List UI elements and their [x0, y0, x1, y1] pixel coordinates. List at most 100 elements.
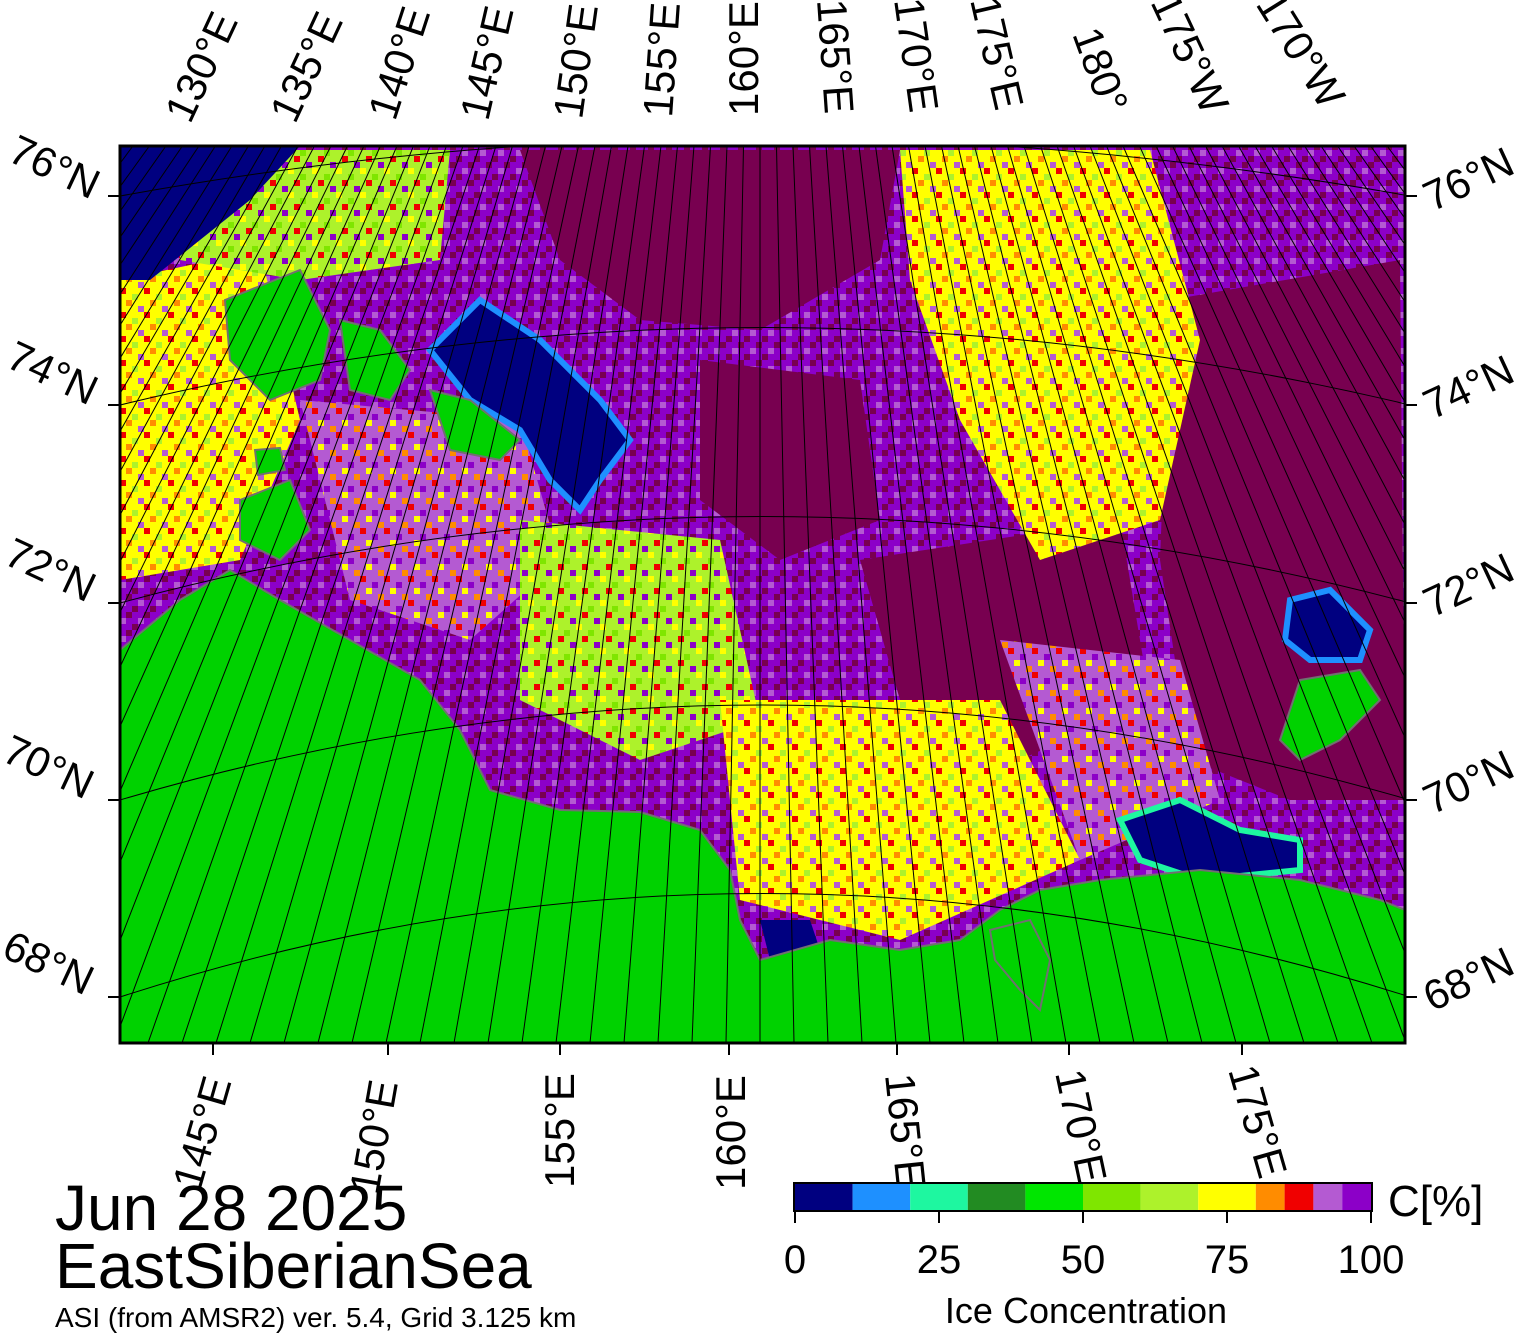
- meridian-line: [419, 146, 596, 1043]
- lon-label-top: 175°E: [961, 0, 1033, 114]
- lon-label-bottom: 175°E: [1219, 1060, 1296, 1183]
- meridian-line: [924, 146, 1101, 1043]
- meridian-line: [974, 146, 1203, 1043]
- lon-label-top: 160°E: [720, 1, 767, 116]
- lon-label-top: 180°: [1064, 21, 1138, 119]
- right-latitude-labels: 76°N 74°N 72°N 70°N 68°N: [1416, 138, 1521, 1020]
- meridian-line: [1304, 146, 1405, 303]
- meridian-line: [1254, 146, 1405, 404]
- meridian-line: [317, 146, 546, 1043]
- product-subtitle: ASI (from AMSR2) ver. 5.4, Grid 3.125 km: [55, 1302, 577, 1333]
- meridian-line: [1238, 146, 1405, 442]
- meridian-line: [941, 146, 1135, 1043]
- lat-label-right: 68°N: [1416, 938, 1521, 1020]
- lon-label-bottom: 155°E: [536, 1073, 583, 1188]
- meridian-line: [120, 146, 398, 793]
- meridian-line: [725, 146, 744, 1043]
- open-water: [120, 146, 300, 280]
- meridian-line: [908, 146, 1067, 1043]
- colorbar-tick-label: 100: [1337, 1238, 1405, 1282]
- frame-ticks: [108, 195, 1417, 1055]
- lon-label-top: 145°E: [451, 2, 523, 125]
- meridian-line: [1040, 146, 1339, 1043]
- lat-label-left: 70°N: [0, 726, 101, 808]
- meridian-line: [990, 146, 1237, 1043]
- lon-label-top: 170°W: [1247, 0, 1354, 116]
- meridian-line: [1188, 146, 1405, 573]
- meridian-line: [120, 146, 266, 395]
- meridian-line: [120, 146, 447, 1029]
- meridian-line: [858, 146, 965, 1043]
- meridian-line: [957, 146, 1169, 1043]
- lon-label-bottom: 165°E: [876, 1071, 935, 1190]
- meridian-line: [521, 146, 645, 1043]
- meridian-line: [1271, 146, 1405, 368]
- meridian-line: [147, 146, 464, 1043]
- colorbar-bin: [967, 1184, 1026, 1210]
- lat-label-right: 72°N: [1416, 544, 1521, 626]
- meridian-line: [1172, 146, 1405, 624]
- meridian-line: [1155, 146, 1405, 679]
- meridian-line: [487, 146, 629, 1043]
- meridian-line: [589, 146, 678, 1043]
- meridian-line: [891, 146, 1033, 1043]
- lat-label-right: 76°N: [1416, 138, 1521, 220]
- colorbar-bin: [1342, 1184, 1371, 1210]
- meridian-line: [842, 146, 931, 1043]
- meridian-line: [120, 146, 381, 728]
- meridian-line: [215, 146, 497, 1043]
- meridian-line: [120, 146, 348, 614]
- meridian-line: [1089, 146, 1405, 955]
- meridian-line: [120, 146, 315, 517]
- meridian-line: [691, 146, 728, 1043]
- lat-label-left: 72°N: [0, 529, 103, 611]
- meridian-line: [1122, 146, 1405, 805]
- meridian-line: [1221, 146, 1405, 482]
- meridian-line: [776, 146, 795, 1043]
- meridian-line: [453, 146, 612, 1043]
- colorbar-bin: [1313, 1184, 1343, 1210]
- meridian-line: [1073, 146, 1405, 1042]
- map-area: [120, 146, 1405, 1043]
- colorbar-tick-label: 25: [916, 1238, 962, 1282]
- meridian-line: [825, 146, 897, 1043]
- meridian-line: [249, 146, 513, 1043]
- colorbar-tick-label: 0: [783, 1238, 807, 1282]
- colorbar-bin: [910, 1184, 968, 1210]
- ice-mixed-zone: [720, 700, 1080, 940]
- colorbar-bin: [1083, 1184, 1141, 1210]
- colorbar-bin: [1140, 1184, 1199, 1210]
- meridian-line: [809, 146, 863, 1043]
- colorbar-bin: [1255, 1184, 1285, 1210]
- island-land: [1278, 668, 1382, 762]
- ice-high-zone: [520, 150, 900, 330]
- lon-label-top: 130°E: [156, 5, 247, 129]
- meridian-line: [875, 146, 999, 1043]
- meridian-line: [1106, 146, 1405, 876]
- colorbar: [793, 1182, 1373, 1223]
- left-latitude-labels: 76°N 74°N 72°N 70°N 68°N: [0, 126, 107, 1004]
- lon-label-top: 175°W: [1142, 0, 1238, 121]
- meridian-line: [120, 146, 233, 327]
- meridian-line: [120, 146, 282, 433]
- map-frame: [118, 144, 1407, 1045]
- colorbar-unit: C[%]: [1388, 1177, 1484, 1226]
- meridian-line: [120, 146, 249, 360]
- meridian-line: [120, 146, 299, 473]
- lat-label-left: 68°N: [0, 922, 101, 1004]
- island-land: [239, 478, 312, 562]
- top-longitude-labels: 130°E 135°E 140°E 145°E 150°E 155°E 160°…: [156, 0, 1355, 129]
- lon-label-top: 140°E: [359, 1, 439, 125]
- lat-label-right: 70°N: [1416, 741, 1521, 823]
- colorbar-bin: [1025, 1184, 1083, 1210]
- open-water: [1115, 796, 1303, 884]
- meridian-line: [792, 146, 829, 1043]
- meridian-line: [120, 146, 414, 864]
- meridian-line: [1139, 146, 1405, 739]
- meridian-line: [385, 146, 579, 1043]
- meridian-line: [120, 146, 332, 564]
- colorbar-bin: [1198, 1184, 1256, 1210]
- lon-label-bottom: 160°E: [707, 1075, 754, 1190]
- meridian-line: [657, 146, 711, 1043]
